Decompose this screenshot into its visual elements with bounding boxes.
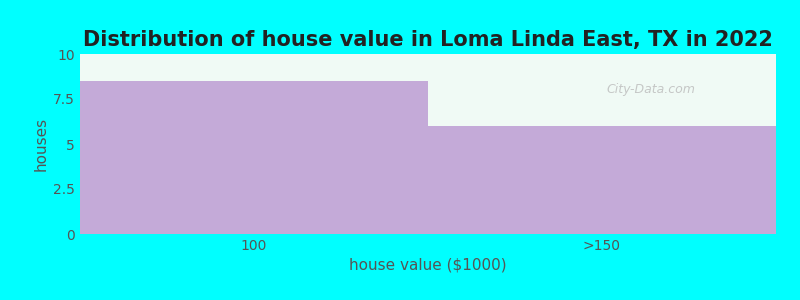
X-axis label: house value ($1000): house value ($1000) — [349, 257, 507, 272]
Bar — [80, 81, 428, 234]
Title: Distribution of house value in Loma Linda East, TX in 2022: Distribution of house value in Loma Lind… — [83, 30, 773, 50]
Text: City-Data.com: City-Data.com — [606, 83, 695, 97]
Bar — [428, 126, 776, 234]
Y-axis label: houses: houses — [34, 117, 49, 171]
